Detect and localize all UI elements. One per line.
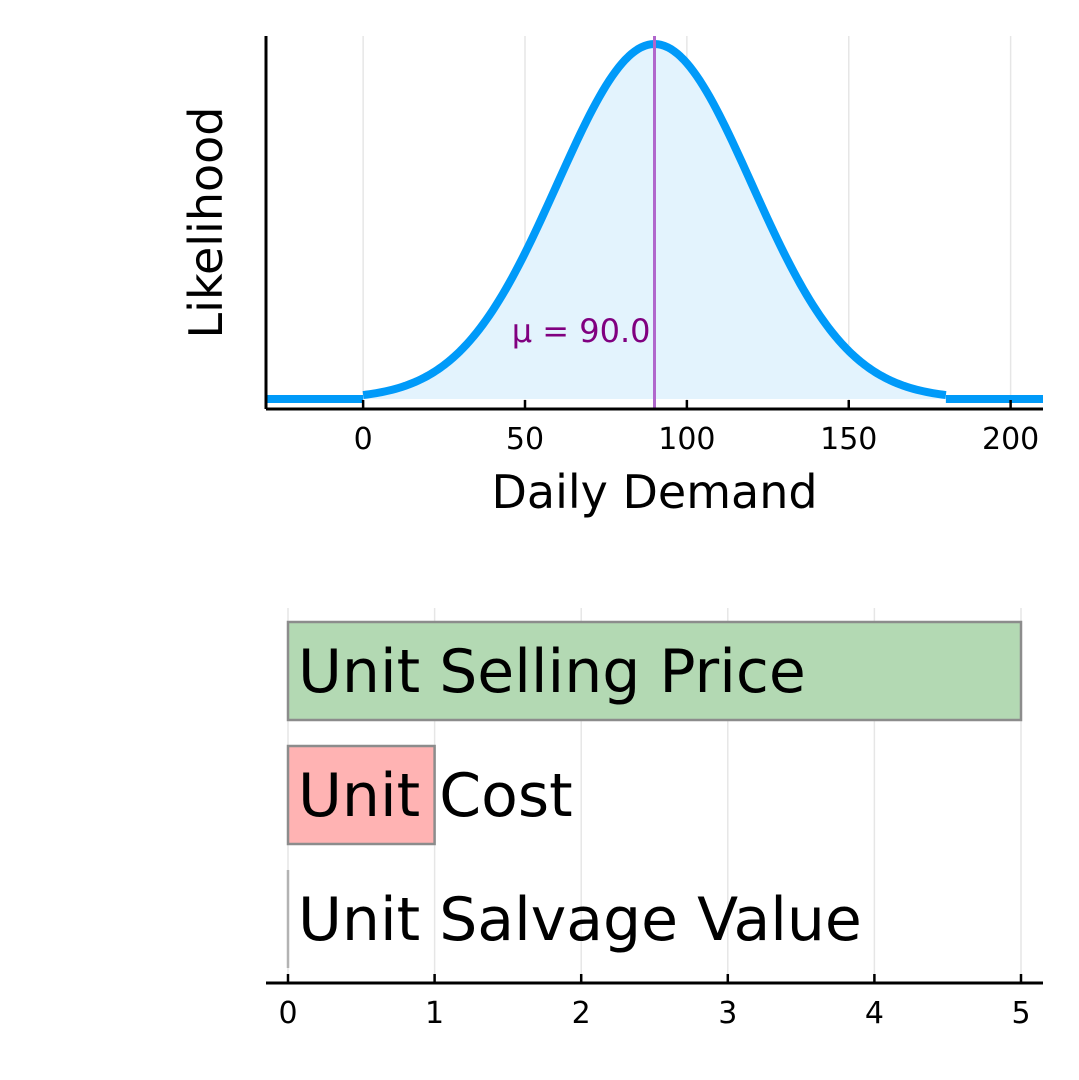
bar-group [286, 620, 1023, 968]
bottom-tick-label-5: 5 [1011, 996, 1030, 1031]
top-tick-label-100: 100 [658, 422, 715, 457]
bar-unit-cost [286, 744, 436, 846]
x-axis-title: Daily Demand [491, 465, 817, 519]
y-axis-title: Likelihood [179, 107, 233, 339]
top-x-ticks: 0 50 100 150 200 [354, 400, 1039, 457]
mean-annotation: μ = 90.0 [512, 312, 651, 350]
demand-distribution-chart: μ = 90.0 0 50 100 150 200 Daily Demand Likel… [179, 36, 1043, 519]
bottom-tick-label-2: 2 [572, 996, 591, 1031]
bar-label-group: Unit Selling Price Unit Cost Unit Salvage … [298, 637, 862, 955]
bar-label-unit-salvage-value: Unit Salvage Value [298, 885, 862, 955]
top-tick-label-50: 50 [506, 422, 544, 457]
bar-label-unit-cost: Unit Cost [298, 761, 573, 831]
bottom-x-ticks: 0 1 2 3 4 5 [278, 974, 1031, 1031]
bar-unit-selling-price [286, 620, 1023, 722]
top-tick-label-0: 0 [354, 422, 373, 457]
top-tick-label-150: 150 [820, 422, 877, 457]
bottom-tick-label-3: 3 [718, 996, 737, 1031]
bottom-tick-label-4: 4 [865, 996, 884, 1031]
top-tick-label-200: 200 [982, 422, 1039, 457]
unit-economics-bar-chart: Unit Selling Price Unit Cost Unit Salvage … [266, 608, 1043, 1031]
bar-label-unit-selling-price: Unit Selling Price [298, 637, 806, 707]
bottom-tick-label-0: 0 [278, 996, 297, 1031]
bottom-tick-label-1: 1 [425, 996, 444, 1031]
